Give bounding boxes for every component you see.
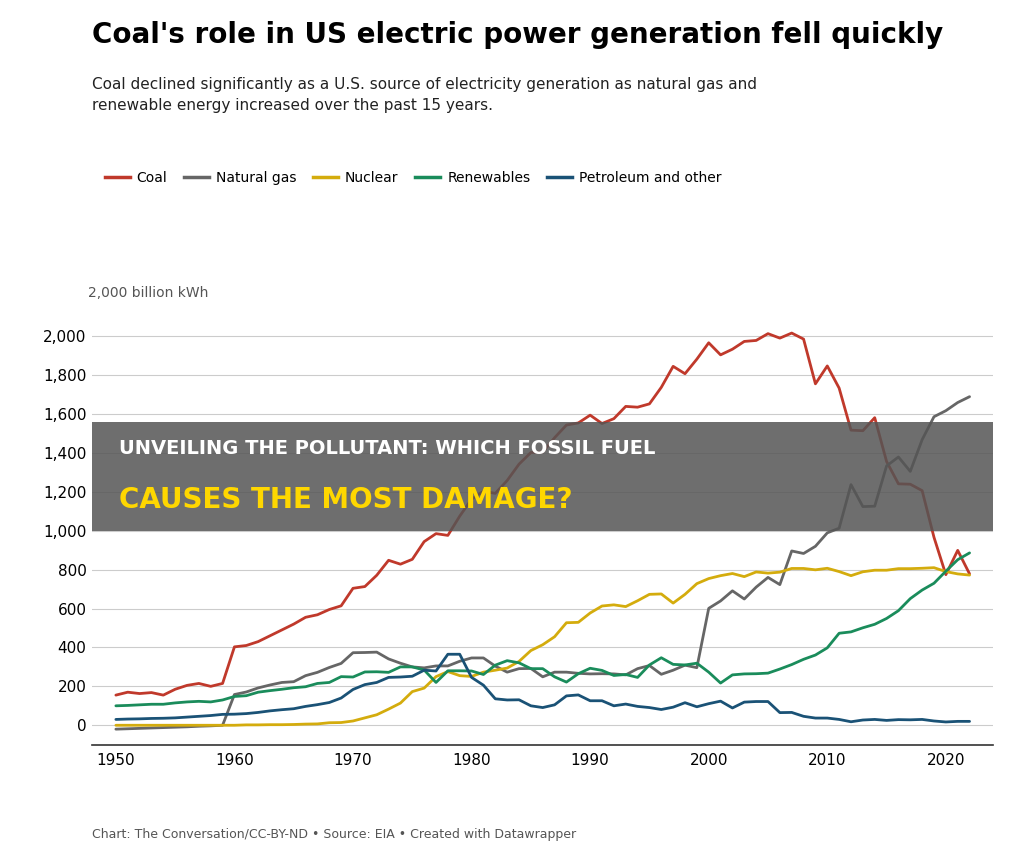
Bar xyxy=(92,422,993,531)
Text: Chart: The Conversation/CC-BY-ND • Source: EIA • Created with Datawrapper: Chart: The Conversation/CC-BY-ND • Sourc… xyxy=(92,828,577,841)
Text: CAUSES THE MOST DAMAGE?: CAUSES THE MOST DAMAGE? xyxy=(119,486,572,514)
Legend: Coal, Natural gas, Nuclear, Renewables, Petroleum and other: Coal, Natural gas, Nuclear, Renewables, … xyxy=(99,165,727,190)
Text: Coal's role in US electric power generation fell quickly: Coal's role in US electric power generat… xyxy=(92,21,943,50)
Text: Coal declined significantly as a U.S. source of electricity generation as natura: Coal declined significantly as a U.S. so… xyxy=(92,77,757,113)
Text: 2,000 billion kWh: 2,000 billion kWh xyxy=(88,286,208,300)
Text: UNVEILING THE POLLUTANT: WHICH FOSSIL FUEL: UNVEILING THE POLLUTANT: WHICH FOSSIL FU… xyxy=(119,439,655,458)
